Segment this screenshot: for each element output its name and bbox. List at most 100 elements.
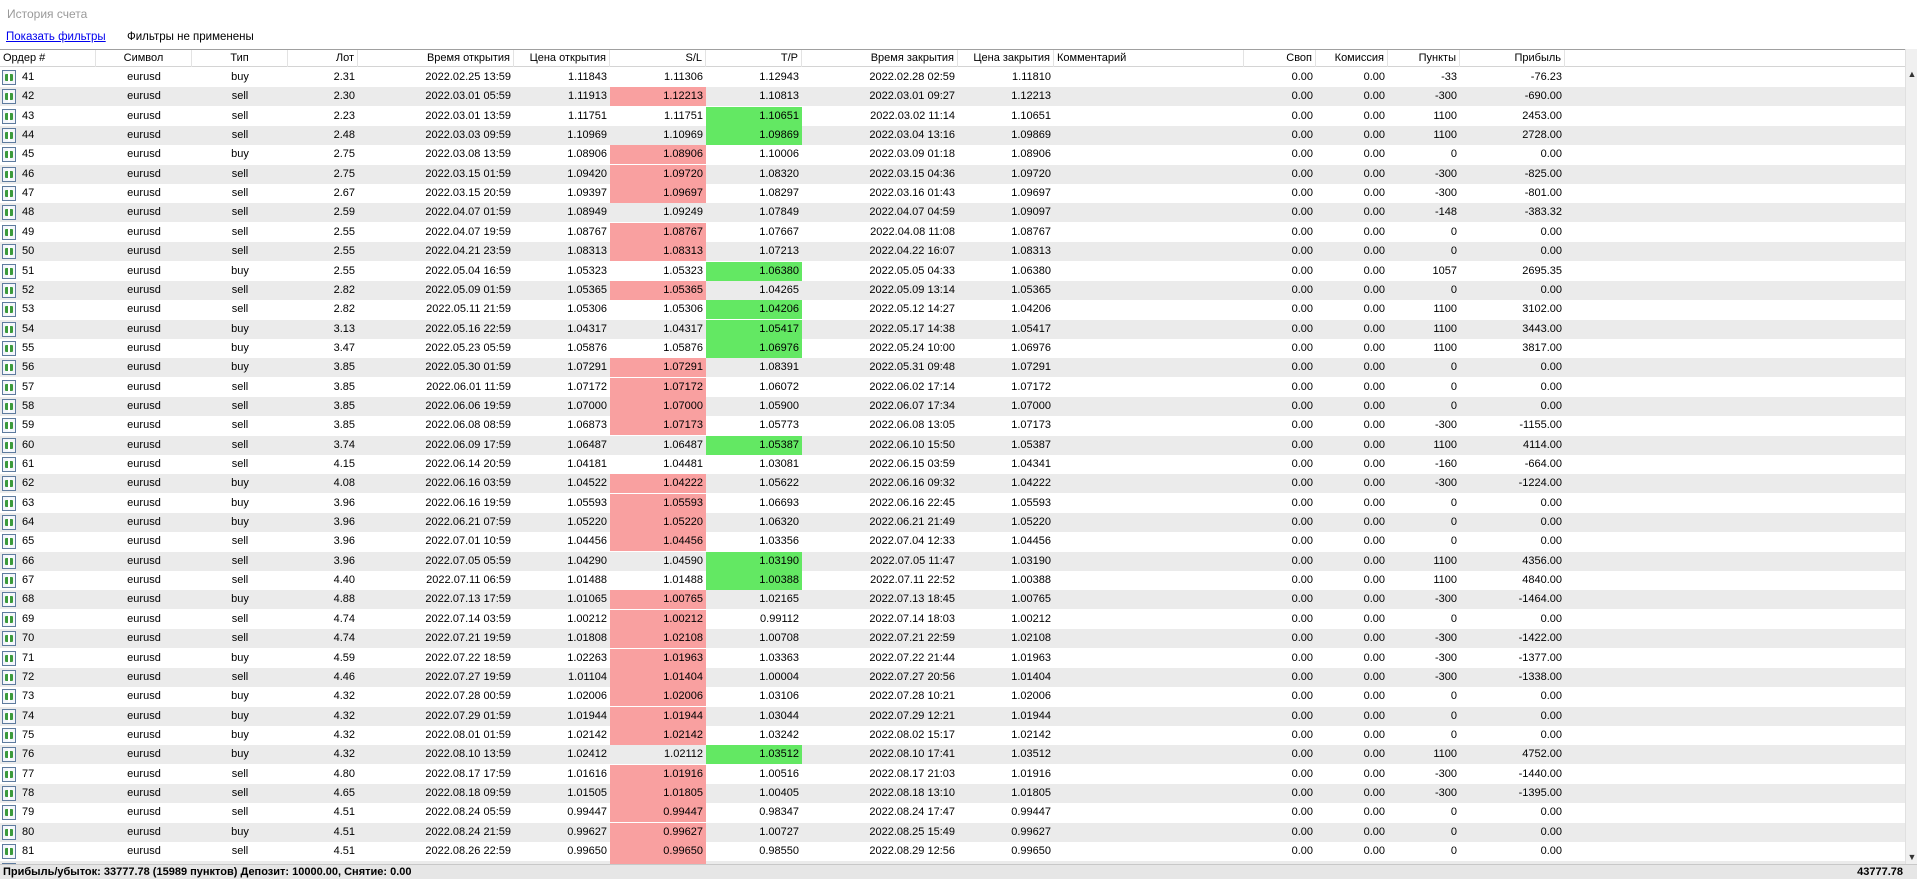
cell-tp: 1.04265	[759, 283, 799, 296]
column-header-open-price[interactable]: Цена открытия	[514, 50, 610, 67]
cell-profit: 0.00	[1540, 728, 1562, 741]
column-header-close-price[interactable]: Цена закрытия	[958, 50, 1054, 67]
table-row[interactable]: 45 eurusd buy 2.75 2022.03.08 13:59 1.08906 1.…	[0, 145, 1905, 165]
table-row[interactable]: 65 eurusd sell 3.96 2022.07.01 10:59 1.04456 1…	[0, 532, 1905, 552]
cell-close-time: 2022.07.04 12:33	[869, 535, 955, 548]
table-row[interactable]: 68 eurusd buy 4.88 2022.07.13 17:59 1.01065 1.…	[0, 590, 1905, 610]
table-row[interactable]: 41 eurusd buy 2.31 2022.02.25 13:59 1.11843 1.…	[0, 68, 1905, 87]
cell-commission: 0.00	[1363, 612, 1385, 625]
table-row[interactable]: 62 eurusd buy 4.08 2022.06.16 03:59 1.04522 1.…	[0, 474, 1905, 494]
cell-open-price: 1.04522	[567, 477, 607, 490]
table-row[interactable]: 42 eurusd sell 2.30 2022.03.01 05:59 1.11913 1…	[0, 87, 1905, 107]
cell-points: 0	[1450, 728, 1457, 741]
table-row[interactable]: 60 eurusd sell 3.74 2022.06.09 17:59 1.06487 1…	[0, 435, 1905, 455]
cell-sl: 1.02112	[664, 748, 703, 761]
column-header-commission[interactable]: Комиссия	[1316, 50, 1388, 67]
table-row[interactable]: 74 eurusd buy 4.32 2022.07.29 01:59 1.01944 1.…	[0, 706, 1905, 726]
cell-profit: 0.00	[1540, 825, 1562, 838]
cell-lot: 2.30	[333, 90, 355, 103]
table-row[interactable]: 59 eurusd sell 3.85 2022.06.08 08:59 1.06873 1…	[0, 416, 1905, 436]
cell-close-price: 1.03190	[1011, 554, 1051, 567]
cell-profit: -690.00	[1524, 90, 1562, 103]
table-row[interactable]: 52 eurusd sell 2.82 2022.05.09 01:59 1.05365 1…	[0, 280, 1905, 300]
table-row[interactable]: 71 eurusd buy 4.59 2022.07.22 18:59 1.02263 1.…	[0, 648, 1905, 668]
cell-comment	[1054, 571, 1244, 590]
cell-tp: 1.06693	[759, 496, 799, 509]
cell-symbol: eurusd	[127, 90, 161, 103]
table-row[interactable]: 75 eurusd buy 4.32 2022.08.01 01:59 1.02142 1.…	[0, 725, 1905, 745]
table-row[interactable]: 58 eurusd sell 3.85 2022.06.06 19:59 1.07000 1…	[0, 396, 1905, 416]
cell-open-time: 2022.05.09 01:59	[425, 283, 511, 296]
scroll-down-arrow-icon[interactable]: ▼	[1907, 852, 1917, 862]
cell-comment	[1054, 203, 1244, 222]
show-filters-link[interactable]: Показать фильтры	[6, 31, 106, 43]
table-row[interactable]: 49 eurusd sell 2.55 2022.04.07 19:59 1.08767 1…	[0, 222, 1905, 242]
column-header-close-time[interactable]: Время закрытия	[802, 50, 958, 67]
column-header-lot[interactable]: Лот	[288, 50, 358, 67]
table-row[interactable]: 43 eurusd sell 2.23 2022.03.01 13:59 1.11751 1…	[0, 106, 1905, 126]
cell-commission: 0.00	[1363, 341, 1385, 354]
cell-order: 59	[22, 419, 35, 432]
table-row[interactable]: 81 eurusd sell 4.51 2022.08.26 22:59 0.99650 0…	[0, 842, 1905, 861]
scroll-up-arrow-icon[interactable]: ▲	[1907, 69, 1917, 79]
table-row[interactable]: 54 eurusd buy 3.13 2022.05.16 22:59 1.04317 1.…	[0, 319, 1905, 339]
cell-swap: 0.00	[1291, 651, 1313, 664]
vertical-scrollbar[interactable]: ▲ ▼	[1905, 49, 1917, 864]
cell-type: sell	[231, 458, 249, 470]
column-header-profit[interactable]: Прибыль	[1460, 50, 1565, 67]
order-history-icon	[2, 398, 16, 414]
cell-commission: 0.00	[1363, 90, 1385, 103]
cell-order: 55	[22, 341, 35, 354]
table-row[interactable]: 44 eurusd sell 2.48 2022.03.03 09:59 1.10969 1…	[0, 126, 1905, 146]
cell-sl: 0.99627	[610, 822, 706, 842]
table-row[interactable]: 57 eurusd sell 3.85 2022.06.01 11:59 1.07172 1…	[0, 377, 1905, 397]
column-header-points[interactable]: Пункты	[1388, 50, 1460, 67]
table-row[interactable]: 55 eurusd buy 3.47 2022.05.23 05:59 1.05876 1.…	[0, 338, 1905, 358]
column-header-open-time[interactable]: Время открытия	[358, 50, 514, 67]
cell-swap: 0.00	[1291, 303, 1313, 316]
column-header-sl[interactable]: S/L	[610, 50, 706, 67]
table-row[interactable]: 77 eurusd sell 4.80 2022.08.17 17:59 1.01616 1…	[0, 764, 1905, 784]
cell-comment	[1054, 668, 1244, 687]
table-row[interactable]: 47 eurusd sell 2.67 2022.03.15 20:59 1.09397 1…	[0, 184, 1905, 204]
column-header-order[interactable]: Ордер #	[0, 50, 96, 67]
column-header-swap[interactable]: Своп	[1244, 50, 1316, 67]
cell-type: sell	[231, 187, 249, 200]
table-row[interactable]: 53 eurusd sell 2.82 2022.05.11 21:59 1.05306 1…	[0, 300, 1905, 320]
table-row[interactable]: 80 eurusd buy 4.51 2022.08.24 21:59 0.99627 0.…	[0, 822, 1905, 842]
table-row[interactable]: 64 eurusd buy 3.96 2022.06.21 07:59 1.05220 1.…	[0, 513, 1905, 533]
table-row[interactable]: 56 eurusd buy 3.85 2022.05.30 01:59 1.07291 1.…	[0, 358, 1905, 378]
cell-symbol: eurusd	[127, 109, 161, 122]
cell-symbol: eurusd	[127, 341, 161, 354]
cell-comment	[1054, 745, 1244, 764]
table-row[interactable]: 78 eurusd sell 4.65 2022.08.18 09:59 1.01505 1…	[0, 783, 1905, 803]
cell-sl: 1.01944	[610, 706, 706, 726]
table-row[interactable]: 50 eurusd sell 2.55 2022.04.21 23:59 1.08313 1…	[0, 242, 1905, 262]
table-row[interactable]: 63 eurusd buy 3.96 2022.06.16 19:59 1.05593 1.…	[0, 493, 1905, 513]
table-row[interactable]: 48 eurusd sell 2.59 2022.04.07 01:59 1.08949 1…	[0, 203, 1905, 223]
column-header-symbol[interactable]: Символ	[96, 50, 192, 67]
table-row[interactable]: 72 eurusd sell 4.46 2022.07.27 19:59 1.01104 1…	[0, 667, 1905, 687]
column-header-tp[interactable]: T/P	[706, 50, 802, 67]
table-row[interactable]: 67 eurusd sell 4.40 2022.07.11 06:59 1.01488 1…	[0, 571, 1905, 591]
table-row[interactable]: 46 eurusd sell 2.75 2022.03.15 01:59 1.09420 1…	[0, 164, 1905, 184]
column-header-type[interactable]: Тип	[192, 50, 288, 67]
table-row[interactable]: 61 eurusd sell 4.15 2022.06.14 20:59 1.04181 1…	[0, 455, 1905, 474]
cell-commission: 0.00	[1363, 786, 1385, 799]
table-row[interactable]: 51 eurusd buy 2.55 2022.05.04 16:59 1.05323 1.…	[0, 261, 1905, 281]
column-header-comment[interactable]: Комментарий	[1054, 50, 1244, 67]
table-row[interactable]: 70 eurusd sell 4.74 2022.07.21 19:59 1.01808 1…	[0, 629, 1905, 649]
table-row[interactable]: 66 eurusd sell 3.96 2022.07.05 05:59 1.04290 1…	[0, 551, 1905, 571]
table-row[interactable]: 79 eurusd sell 4.51 2022.08.24 05:59 0.99447 0…	[0, 803, 1905, 823]
cell-tp: 1.08320	[759, 167, 799, 180]
cell-open-price: 0.99447	[567, 806, 607, 819]
cell-swap: 0.00	[1291, 593, 1313, 606]
cell-profit: 0.00	[1540, 225, 1562, 238]
table-row[interactable]: 69 eurusd sell 4.74 2022.07.14 03:59 1.00212 1…	[0, 609, 1905, 629]
table-row[interactable]: 76 eurusd buy 4.32 2022.08.10 13:59 1.02412 1.…	[0, 745, 1905, 765]
cell-lot: 3.85	[333, 380, 355, 393]
order-history-icon	[2, 147, 16, 163]
table-row[interactable]: 73 eurusd buy 4.32 2022.07.28 00:59 1.02006 1.…	[0, 687, 1905, 707]
cell-symbol: eurusd	[127, 129, 161, 142]
